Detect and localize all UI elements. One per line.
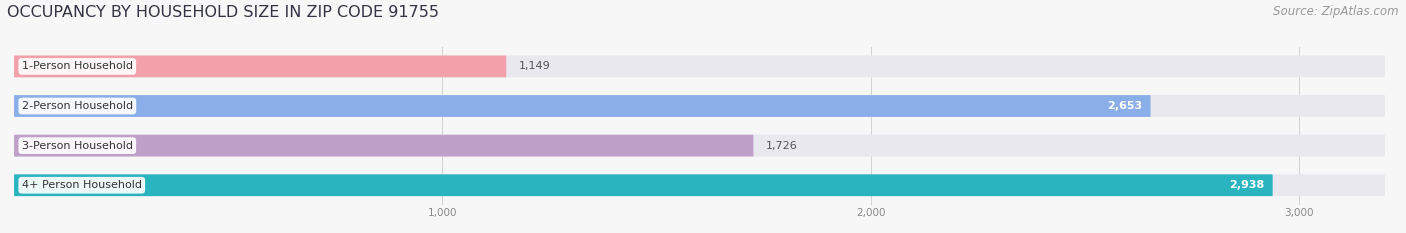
Text: 4+ Person Household: 4+ Person Household — [21, 180, 142, 190]
FancyBboxPatch shape — [14, 55, 506, 77]
FancyBboxPatch shape — [14, 135, 1385, 157]
Text: 2,938: 2,938 — [1229, 180, 1264, 190]
Text: 1,149: 1,149 — [519, 62, 551, 71]
FancyBboxPatch shape — [14, 95, 1385, 117]
Text: 2-Person Household: 2-Person Household — [21, 101, 134, 111]
Text: OCCUPANCY BY HOUSEHOLD SIZE IN ZIP CODE 91755: OCCUPANCY BY HOUSEHOLD SIZE IN ZIP CODE … — [7, 5, 439, 20]
FancyBboxPatch shape — [14, 55, 1385, 77]
FancyBboxPatch shape — [14, 135, 754, 157]
Text: 2,653: 2,653 — [1107, 101, 1142, 111]
Text: 1-Person Household: 1-Person Household — [21, 62, 132, 71]
FancyBboxPatch shape — [14, 174, 1385, 196]
Text: 3-Person Household: 3-Person Household — [21, 141, 132, 151]
Text: 1,726: 1,726 — [766, 141, 799, 151]
FancyBboxPatch shape — [14, 174, 1272, 196]
Text: Source: ZipAtlas.com: Source: ZipAtlas.com — [1274, 5, 1399, 18]
FancyBboxPatch shape — [14, 95, 1150, 117]
